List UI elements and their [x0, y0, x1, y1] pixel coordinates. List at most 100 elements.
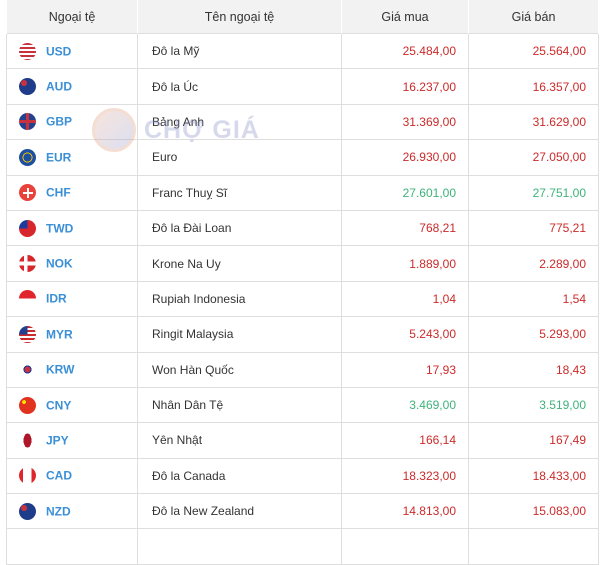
currency-name: Franc Thuỵ Sĩ [137, 174, 342, 211]
no-flag-icon [19, 255, 36, 273]
ca-flag-icon [19, 467, 36, 485]
buy-price: 16.237,00 [341, 68, 469, 105]
table-row: KRW Won Hàn Quốc 17,93 18,43 [6, 351, 599, 388]
currency-code-link[interactable]: CHF [46, 185, 71, 200]
currency-name: Đô la Đài Loan [137, 209, 342, 247]
sell-price: 27.751,00 [468, 174, 599, 211]
currency-code-link[interactable]: NOK [46, 256, 73, 271]
buy-price: 166,14 [341, 422, 469, 459]
buy-price: 1,04 [341, 280, 469, 318]
header-buy-price[interactable]: Giá mua [341, 0, 469, 34]
eu-flag-icon [19, 148, 36, 166]
tw-flag-icon [19, 219, 36, 237]
currency-name: Krone Na Uy [137, 245, 342, 282]
table-row: EUR Euro 26.930,00 27.050,00 [6, 139, 599, 176]
currency-code-link[interactable]: GBP [46, 114, 73, 129]
ch-flag-icon [19, 184, 36, 202]
currency-cell: EUR [6, 139, 138, 176]
currency-code-link[interactable]: KRW [46, 362, 75, 377]
cn-flag-icon [19, 396, 36, 414]
currency-name: Nhân Dân Tệ [137, 386, 342, 424]
table-row: JPY Yên Nhật 166,14 167,49 [6, 422, 599, 459]
table-row: MYR Ringit Malaysia 5.243,00 5.293,00 [6, 316, 599, 353]
currency-name: Đô la Úc [137, 68, 342, 105]
currency-name: Euro [137, 139, 342, 176]
exchange-rate-table: Ngoại tệ Tên ngoại tệ Giá mua Giá bán US… [6, 0, 599, 565]
sell-price: 775,21 [468, 209, 599, 247]
currency-cell: KRW [6, 351, 138, 388]
buy-price: 768,21 [341, 209, 469, 247]
empty-cell [341, 528, 469, 565]
buy-price: 17,93 [341, 351, 469, 388]
empty-cell [6, 528, 138, 565]
sell-price: 16.357,00 [468, 68, 599, 105]
buy-price: 25.484,00 [341, 32, 469, 70]
currency-name: Đô la Canada [137, 457, 342, 495]
currency-cell: CAD [6, 457, 138, 495]
currency-name: Rupiah Indonesia [137, 280, 342, 318]
empty-cell [468, 528, 599, 565]
currency-name: Đô la New Zealand [137, 493, 342, 530]
header-sell-price[interactable]: Giá bán [468, 0, 599, 34]
table-header: Ngoại tệ Tên ngoại tệ Giá mua Giá bán [6, 0, 599, 34]
currency-cell: USD [6, 32, 138, 70]
currency-cell: MYR [6, 316, 138, 353]
currency-name: Yên Nhật [137, 422, 342, 459]
buy-price: 1.889,00 [341, 245, 469, 282]
buy-price: 31.369,00 [341, 103, 469, 141]
sell-price: 5.293,00 [468, 316, 599, 353]
sell-price: 25.564,00 [468, 32, 599, 70]
sell-price: 18,43 [468, 351, 599, 388]
table-row: TWD Đô la Đài Loan 768,21 775,21 [6, 209, 599, 247]
currency-cell: CNY [6, 386, 138, 424]
currency-cell: IDR [6, 280, 138, 318]
kr-flag-icon [19, 361, 36, 379]
table-row-partial [6, 528, 599, 565]
currency-code-link[interactable]: IDR [46, 291, 67, 306]
currency-name: Đô la Mỹ [137, 32, 342, 70]
table-row: NZD Đô la New Zealand 14.813,00 15.083,0… [6, 493, 599, 530]
buy-price: 18.323,00 [341, 457, 469, 495]
sell-price: 15.083,00 [468, 493, 599, 530]
sell-price: 167,49 [468, 422, 599, 459]
currency-cell: NZD [6, 493, 138, 530]
us-flag-icon [19, 42, 36, 60]
currency-code-link[interactable]: JPY [46, 433, 69, 448]
my-flag-icon [19, 325, 36, 343]
currency-cell: GBP [6, 103, 138, 141]
currency-name: Bảng Anh [137, 103, 342, 141]
currency-cell: NOK [6, 245, 138, 282]
table-row: IDR Rupiah Indonesia 1,04 1,54 [6, 280, 599, 318]
currency-code-link[interactable]: TWD [46, 221, 74, 236]
buy-price: 5.243,00 [341, 316, 469, 353]
sell-price: 1,54 [468, 280, 599, 318]
buy-price: 26.930,00 [341, 139, 469, 176]
header-currency[interactable]: Ngoại tệ [6, 0, 138, 34]
table-row: USD Đô la Mỹ 25.484,00 25.564,00 [6, 32, 599, 70]
currency-cell: CHF [6, 174, 138, 211]
sell-price: 18.433,00 [468, 457, 599, 495]
jp-flag-icon [19, 431, 36, 449]
table-row: CAD Đô la Canada 18.323,00 18.433,00 [6, 457, 599, 495]
currency-code-link[interactable]: AUD [46, 79, 72, 94]
table-row: CNY Nhân Dân Tệ 3.469,00 3.519,00 [6, 386, 599, 424]
table-row: NOK Krone Na Uy 1.889,00 2.289,00 [6, 245, 599, 282]
currency-code-link[interactable]: CNY [46, 398, 72, 413]
empty-cell [137, 528, 342, 565]
gb-flag-icon [19, 113, 36, 131]
au-flag-icon [19, 78, 36, 96]
nz-flag-icon [19, 502, 36, 520]
currency-code-link[interactable]: MYR [46, 327, 73, 342]
id-flag-icon [19, 290, 36, 308]
currency-name: Won Hàn Quốc [137, 351, 342, 388]
sell-price: 31.629,00 [468, 103, 599, 141]
currency-code-link[interactable]: EUR [46, 150, 72, 165]
header-currency-name[interactable]: Tên ngoại tệ [137, 0, 342, 34]
buy-price: 3.469,00 [341, 386, 469, 424]
currency-code-link[interactable]: CAD [46, 468, 72, 483]
currency-name: Ringit Malaysia [137, 316, 342, 353]
buy-price: 14.813,00 [341, 493, 469, 530]
currency-code-link[interactable]: USD [46, 44, 72, 59]
currency-code-link[interactable]: NZD [46, 504, 71, 519]
table-row: CHF Franc Thuỵ Sĩ 27.601,00 27.751,00 [6, 174, 599, 211]
